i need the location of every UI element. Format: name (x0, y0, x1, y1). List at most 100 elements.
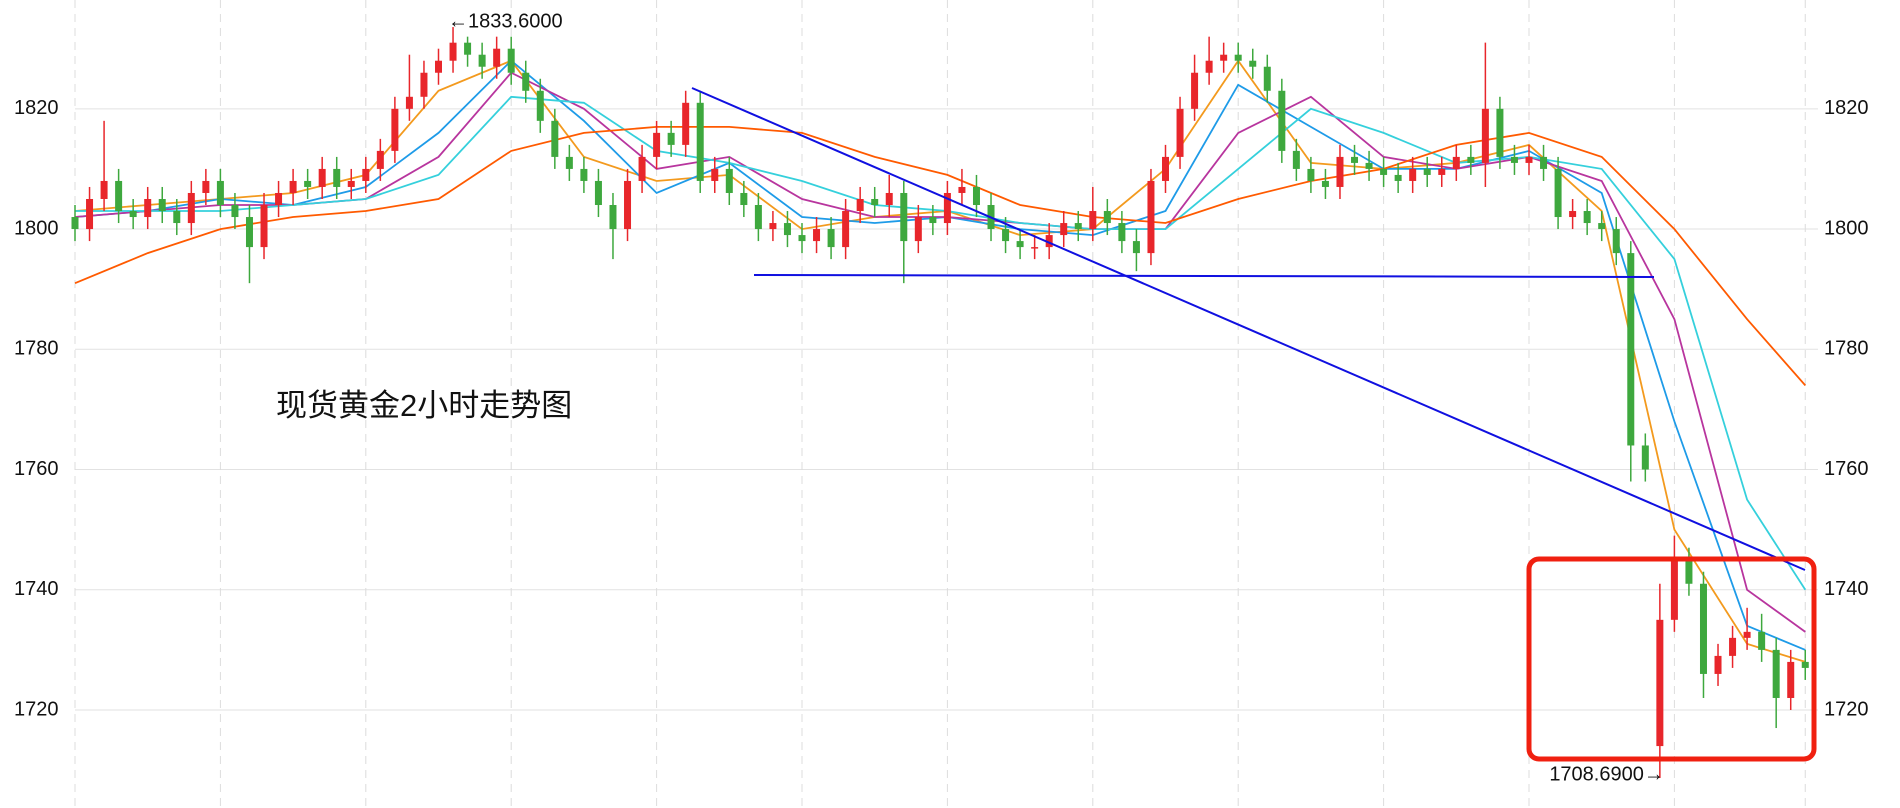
candle-body (1583, 211, 1591, 224)
candle-body (216, 180, 224, 206)
candle-body (1787, 661, 1795, 698)
candle-body (115, 180, 123, 212)
chart-title: 现货黄金2小时走势图 (276, 388, 572, 423)
candle-body (1554, 168, 1562, 218)
candle-body (856, 198, 864, 212)
candle-body (871, 198, 879, 206)
moving-average-line (74, 59, 1806, 663)
candle-body (827, 229, 835, 248)
candle-body (900, 192, 908, 242)
candle-body (1249, 60, 1257, 67)
candle-body (1147, 180, 1155, 254)
candle-body (1016, 241, 1024, 248)
candle-body (1772, 649, 1780, 698)
candle-body (318, 168, 326, 187)
candle-body (1699, 583, 1707, 674)
y2-tick-label: 1820 (1824, 97, 1869, 119)
candle-body (405, 96, 413, 109)
candle-body (1060, 223, 1068, 236)
candle-body (624, 180, 632, 230)
candle-body (435, 60, 442, 73)
candle-body (347, 180, 355, 187)
candle-body (71, 217, 79, 230)
candle-body (275, 192, 283, 206)
candle-body (1132, 241, 1140, 254)
candle-body (769, 223, 777, 230)
candle-body (682, 102, 690, 145)
candle-body (740, 192, 748, 206)
candle-body (1205, 60, 1213, 73)
candle-body (1569, 211, 1577, 218)
candle-body (1423, 168, 1431, 175)
y-tick-label: 1760 (14, 458, 59, 480)
candle-body (245, 217, 253, 248)
candle-body (1031, 247, 1039, 249)
candle-body (813, 229, 821, 242)
candle-body (1351, 156, 1359, 163)
candle-body (1452, 156, 1460, 169)
candle-body (1481, 108, 1489, 163)
candle-body (493, 48, 501, 67)
candle-body (202, 180, 210, 193)
candle-body (754, 205, 762, 230)
candle-body (464, 42, 472, 55)
candle-body (594, 180, 602, 206)
candle-body (1002, 229, 1010, 242)
candle-body (1743, 631, 1751, 638)
candle-body (1045, 235, 1053, 248)
candle-body (638, 156, 646, 181)
candle-body (1336, 156, 1344, 187)
candle-body (609, 205, 617, 230)
candle-body (1394, 174, 1402, 181)
candle-body (1612, 229, 1620, 254)
candle-body (129, 211, 137, 218)
candle-body (1292, 150, 1300, 169)
candle-body (1758, 631, 1766, 650)
candles (71, 27, 1809, 779)
candle-body (1089, 211, 1097, 230)
candle-body (1685, 559, 1693, 584)
candle-body (100, 180, 108, 199)
candle-body (580, 168, 588, 181)
annotation: ←1833.6000 (448, 10, 563, 32)
candle-body (565, 156, 573, 169)
candle-body (1670, 559, 1678, 620)
candle-body (536, 90, 544, 121)
candle-body (1525, 156, 1533, 163)
candle-body (667, 132, 675, 145)
candle-body (1234, 54, 1242, 61)
candle-body (304, 180, 312, 187)
candle-body (289, 180, 297, 193)
candle-body (187, 192, 195, 224)
candle-body (1380, 168, 1388, 175)
candle-body (1714, 655, 1722, 674)
highlight-box (1526, 556, 1817, 762)
candle-body (1176, 108, 1184, 157)
candle-body (173, 211, 181, 224)
candle-body (507, 48, 515, 73)
candle-body (1641, 445, 1649, 470)
candle-body (391, 108, 399, 151)
moving-average-line (74, 59, 1806, 651)
candle-body (1438, 168, 1446, 175)
candle-body (1409, 168, 1417, 181)
moving-average-line (74, 126, 1806, 386)
y2-tick-label: 1760 (1824, 458, 1869, 480)
candle-body (144, 198, 152, 218)
candle-body (231, 205, 239, 218)
candle-body (696, 102, 704, 181)
y-tick-label: 1740 (14, 578, 59, 600)
y-tick-label: 1720 (14, 698, 59, 720)
candle-body (1191, 72, 1199, 109)
candle-body (725, 168, 733, 193)
y-tick-label: 1780 (14, 338, 59, 360)
candle-body (1220, 54, 1228, 61)
candle-body (1540, 156, 1548, 169)
candle-body (1103, 211, 1111, 224)
candle-body (449, 42, 457, 61)
candle-body (522, 72, 530, 91)
candle-body (478, 54, 486, 67)
candle-body (376, 150, 384, 169)
candle-body (260, 205, 268, 248)
